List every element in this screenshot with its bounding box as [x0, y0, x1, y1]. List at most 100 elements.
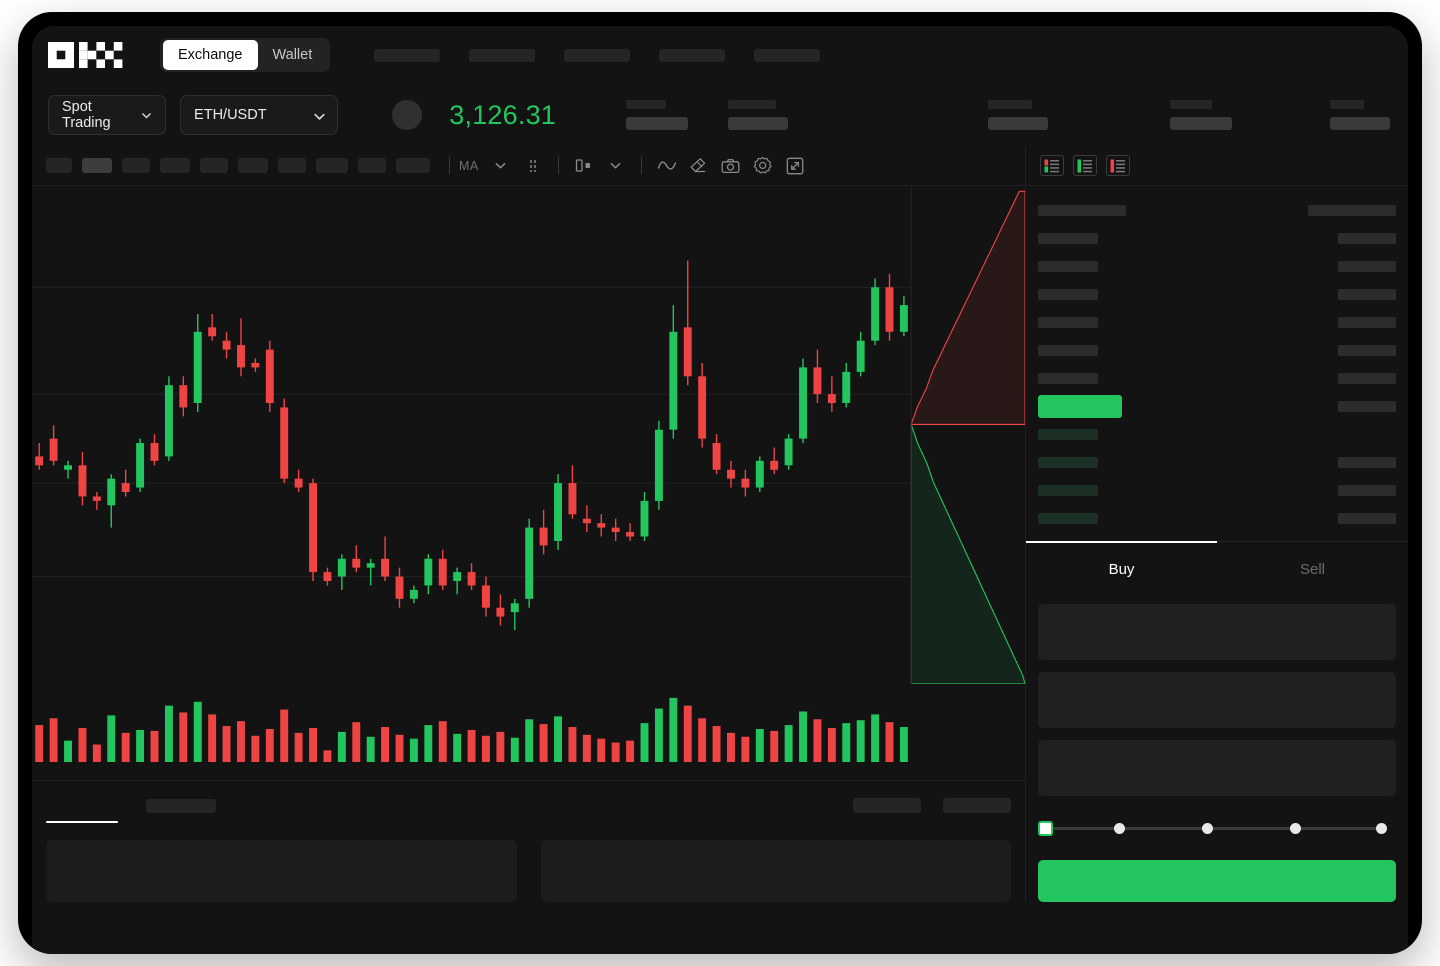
- trading-pair-label: ETH/USDT: [194, 107, 267, 123]
- camera-icon[interactable]: [720, 155, 742, 177]
- timeframe-button-4[interactable]: [160, 158, 190, 173]
- bottom-tab-2[interactable]: [146, 798, 216, 813]
- last-price: 3,126.31: [449, 99, 556, 130]
- bottom-tab-2-label: [146, 798, 216, 813]
- segment-exchange[interactable]: Exchange: [163, 39, 258, 71]
- settings-gear-icon[interactable]: [752, 155, 774, 177]
- market-stat-3: [988, 100, 1048, 130]
- orderbook-row[interactable]: [1038, 448, 1396, 476]
- market-stat-2: [728, 100, 788, 130]
- chevron-down-icon[interactable]: [490, 155, 512, 177]
- orderbook-row[interactable]: [1038, 420, 1396, 448]
- orderbook-row-amount: [1338, 484, 1396, 496]
- slider-handle[interactable]: [1038, 821, 1053, 836]
- timeframe-button-2[interactable]: [82, 158, 112, 173]
- orderbook-row-price: [1038, 316, 1098, 328]
- candlestick-chart[interactable]: [32, 186, 1025, 684]
- volume-histogram: [32, 684, 1025, 780]
- timeframe-button-3[interactable]: [122, 158, 150, 173]
- orderbook-row-amount: [1308, 204, 1396, 216]
- chevron-down-icon[interactable]: [605, 155, 627, 177]
- slider-stop-50[interactable]: [1202, 823, 1213, 834]
- orderbook-row[interactable]: [1038, 364, 1396, 392]
- bottom-action-1[interactable]: [853, 798, 921, 813]
- market-info-bar: Spot Trading ETH/USDT 3,126.31: [32, 84, 1408, 146]
- orderbook-view-both-icon[interactable]: [1040, 155, 1064, 176]
- bar-style-icon[interactable]: [573, 155, 595, 177]
- orderbook-row[interactable]: [1038, 392, 1396, 420]
- nav-skeleton-2[interactable]: [469, 48, 536, 62]
- segment-wallet[interactable]: Wallet: [272, 46, 313, 63]
- nav-skeleton-5[interactable]: [754, 48, 821, 62]
- orderbook-view-asks-icon[interactable]: [1106, 155, 1130, 176]
- timeframe-button-1[interactable]: [46, 158, 72, 173]
- tab-buy[interactable]: Buy: [1026, 541, 1217, 596]
- orderbook-row-price: [1038, 260, 1098, 272]
- orderbook-rows[interactable]: [1026, 186, 1408, 541]
- chevron-down-icon: [313, 110, 325, 121]
- top-navigation-bar: Exchange Wallet: [32, 26, 1408, 84]
- stat-label-skeleton: [988, 100, 1032, 109]
- orderbook-row[interactable]: [1038, 504, 1396, 532]
- main-content: MA: [32, 146, 1408, 902]
- orderbook-row[interactable]: [1038, 252, 1396, 280]
- timeframe-button-7[interactable]: [278, 158, 306, 173]
- orderbook-row[interactable]: [1038, 336, 1396, 364]
- orderbook-row[interactable]: [1038, 280, 1396, 308]
- orderbook-row[interactable]: [1038, 196, 1396, 224]
- timeframe-button-6[interactable]: [238, 158, 268, 173]
- toolbar-divider: [557, 157, 559, 174]
- orderbook-row-price: [1038, 512, 1098, 524]
- stat-label-skeleton: [1330, 100, 1364, 109]
- orderbook-row-amount: [1338, 512, 1396, 524]
- stat-label-skeleton: [626, 100, 666, 109]
- slider-stop-25[interactable]: [1114, 823, 1125, 834]
- orderbook-row[interactable]: [1038, 308, 1396, 336]
- slider-track[interactable]: [1048, 827, 1386, 830]
- stat-label-skeleton: [728, 100, 776, 109]
- bottom-tab-bar: [32, 780, 1025, 830]
- bottom-tab-actions: [853, 798, 1011, 813]
- line-tool-icon[interactable]: [656, 155, 678, 177]
- trading-pair-selector[interactable]: ETH/USDT: [180, 95, 339, 135]
- timeframe-button-5[interactable]: [200, 158, 228, 173]
- amount-field[interactable]: [1038, 672, 1396, 728]
- bottom-panel-left: [46, 840, 517, 902]
- slider-stop-75[interactable]: [1290, 823, 1301, 834]
- exchange-wallet-toggle[interactable]: Exchange Wallet: [160, 38, 331, 72]
- orderbook-row-price: [1038, 232, 1098, 244]
- timeframe-button-9[interactable]: [358, 158, 386, 173]
- orderbook-row-amount: [1338, 372, 1396, 384]
- trade-form-tabs: Buy Sell: [1026, 541, 1408, 596]
- timeframe-button-10[interactable]: [396, 158, 430, 173]
- stat-value-skeleton: [1170, 117, 1232, 130]
- eraser-icon[interactable]: [688, 155, 710, 177]
- trading-mode-label: Spot Trading: [62, 99, 111, 131]
- orderbook-row[interactable]: [1038, 224, 1396, 252]
- orderbook-row-price: [1038, 484, 1098, 496]
- price-field[interactable]: [1038, 604, 1396, 660]
- trade-form: [1026, 596, 1408, 796]
- stat-value-skeleton: [728, 117, 788, 130]
- side-column: Buy Sell: [1026, 146, 1408, 902]
- buy-submit-button[interactable]: [1038, 860, 1396, 902]
- market-stats: [626, 100, 1390, 130]
- bottom-action-2[interactable]: [943, 798, 1011, 813]
- nav-skeleton-1[interactable]: [374, 48, 441, 62]
- trading-mode-selector[interactable]: Spot Trading: [48, 95, 167, 135]
- indicator-label[interactable]: MA: [459, 158, 479, 173]
- amount-percent-slider[interactable]: [1026, 796, 1408, 846]
- market-stat-1: [626, 100, 688, 130]
- okx-logo[interactable]: [48, 42, 130, 68]
- timeframe-button-8[interactable]: [316, 158, 348, 173]
- tab-sell[interactable]: Sell: [1299, 561, 1325, 578]
- orderbook-row-amount: [1338, 232, 1396, 244]
- nav-skeleton-3[interactable]: [564, 48, 631, 62]
- orderbook-row[interactable]: [1038, 476, 1396, 504]
- slider-stop-100[interactable]: [1376, 823, 1387, 834]
- fullscreen-icon[interactable]: [784, 155, 806, 177]
- settings-dots-icon[interactable]: [522, 155, 544, 177]
- orderbook-view-bids-icon[interactable]: [1073, 155, 1097, 176]
- nav-skeleton-4[interactable]: [659, 48, 726, 62]
- total-field[interactable]: [1038, 740, 1396, 796]
